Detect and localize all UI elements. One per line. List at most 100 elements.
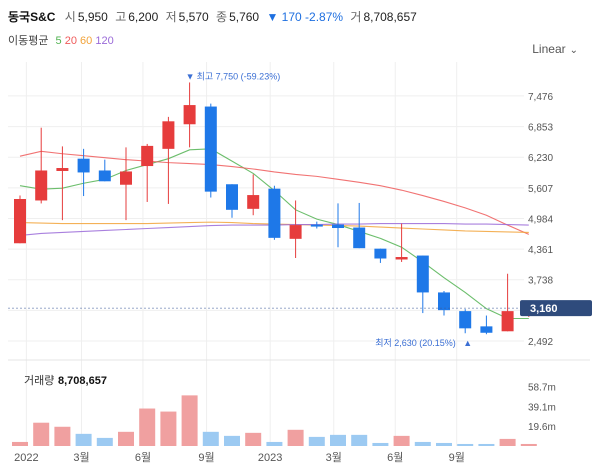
open-value: 5,950 <box>77 10 108 24</box>
candle-down <box>226 184 238 210</box>
high-value: 6,200 <box>128 10 159 24</box>
close-label: 종 <box>216 10 228 24</box>
volume-bar <box>96 437 113 446</box>
volume-bar <box>372 442 389 446</box>
volume-bar <box>287 429 304 446</box>
x-axis-label: 9월 <box>449 451 465 464</box>
candle-down <box>416 255 429 293</box>
volume-bar <box>330 434 346 446</box>
low-label: 저 <box>165 10 177 24</box>
candle-down <box>332 224 344 229</box>
volume-bar <box>202 431 219 446</box>
candle-up <box>501 311 514 332</box>
volume-title-value: 8,708,657 <box>58 375 107 387</box>
x-axis-label: 3월 <box>326 451 342 464</box>
price-tick-label: 4,361 <box>528 245 553 256</box>
candle-up <box>183 105 196 125</box>
x-axis-label: 6월 <box>135 451 151 464</box>
candle-down <box>438 292 450 311</box>
candle-up <box>35 170 48 201</box>
volume-value: 8,708,657 <box>363 10 417 24</box>
ma-legend-title: 이동평균 <box>8 35 49 47</box>
volume-bar <box>266 441 283 446</box>
candle-up <box>395 257 408 260</box>
candle-down <box>353 227 366 249</box>
volume-bar <box>139 408 156 446</box>
price-tick-label: 3,738 <box>528 276 553 287</box>
volume-bar <box>118 431 134 446</box>
min-marker-icon: ▲ <box>463 338 472 348</box>
x-axis-label: 2022 <box>14 452 38 464</box>
candle-up <box>56 168 69 171</box>
volume-bar <box>54 426 71 446</box>
close-value: 5,760 <box>229 10 260 24</box>
max-marker-icon: ▼ <box>186 71 195 81</box>
candle-up <box>14 199 26 244</box>
volume-title: 거래량 <box>24 374 54 387</box>
candle-up <box>162 121 175 149</box>
candle-down <box>204 106 217 192</box>
volume-bar <box>224 435 240 446</box>
ma-legend-item-60: 60 <box>80 35 93 47</box>
moving-average-legend[interactable]: 이동평균 5 20 60 120 <box>8 32 114 48</box>
volume-bar <box>245 432 262 446</box>
volume-bar <box>160 411 177 446</box>
candle-up <box>289 225 302 239</box>
current-price-badge <box>520 300 592 317</box>
volume-bar <box>436 442 452 446</box>
chevron-down-icon: ⌄ <box>569 45 578 56</box>
price-tick-label: 5,607 <box>528 184 553 195</box>
price-tick-label: 6,853 <box>528 123 553 134</box>
price-tick-label: 6,230 <box>528 153 553 164</box>
candle-down <box>77 158 90 173</box>
candle-down <box>268 188 281 238</box>
ma-legend-item-5: 5 <box>55 35 62 47</box>
volume-bar <box>181 395 198 446</box>
change-value: ▼ 170 -2.87% <box>266 10 344 24</box>
volume-bar <box>478 443 495 446</box>
candle-down <box>374 248 387 259</box>
candle-down <box>459 311 472 329</box>
x-axis-label: 3월 <box>73 451 89 464</box>
candle-up <box>120 171 132 185</box>
volume-bar <box>414 441 431 446</box>
open-label: 시 <box>64 10 76 24</box>
low-value: 5,570 <box>178 10 209 24</box>
high-label: 고 <box>115 10 127 24</box>
volume-bar <box>457 443 474 446</box>
x-axis-label: 6월 <box>387 451 403 464</box>
volume-tick-label: 19.6m <box>528 422 556 433</box>
candle-down <box>310 224 323 227</box>
volume-bar <box>499 438 516 446</box>
stock-summary: 동국S&C 시 5,950 고 6,200 저 5,570 종 5,760 ▼ 170 … <box>8 8 421 25</box>
price-tick-label: 7,476 <box>528 92 553 103</box>
volume-tick-label: 39.1m <box>528 402 556 413</box>
volume-bar <box>12 441 28 446</box>
stock-name: 동국S&C <box>8 10 56 24</box>
volume-bar <box>33 422 50 446</box>
ma-20-line <box>19 150 530 235</box>
scale-dropdown[interactable]: Linear ⌄ <box>532 42 578 56</box>
price-tick-label: 2,492 <box>528 337 553 348</box>
candle-up <box>247 195 260 209</box>
volume-label: 거 <box>350 10 362 24</box>
ma-legend-item-120: 120 <box>95 35 114 47</box>
price-tick-label: 4,984 <box>528 214 553 225</box>
current-price-label: 3,160 <box>530 303 558 315</box>
candle-down <box>98 170 111 182</box>
volume-bar <box>393 435 410 446</box>
x-axis-label: 2023 <box>258 452 282 464</box>
max-annotation: 최고 7,750 (-59.23%) <box>197 71 281 81</box>
volume-bar <box>520 443 537 446</box>
candle-up <box>141 145 154 167</box>
min-annotation: 최저 2,630 (20.15%) <box>375 338 456 348</box>
volume-bar <box>351 434 368 446</box>
volume-tick-label: 58.7m <box>528 383 556 394</box>
volume-bar <box>308 436 325 446</box>
x-axis-label: 9월 <box>198 451 214 464</box>
scale-label: Linear <box>532 42 566 56</box>
volume-bar <box>75 433 92 446</box>
ma-legend-item-20: 20 <box>64 35 77 47</box>
candle-down <box>480 326 493 333</box>
